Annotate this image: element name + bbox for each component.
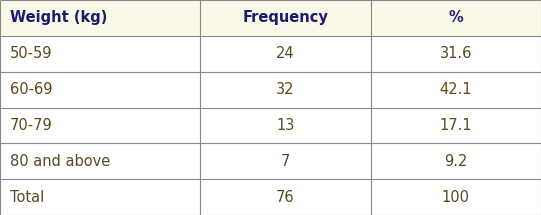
Bar [371,72,541,108]
Text: 17.1: 17.1 [439,118,472,133]
Bar [371,36,541,72]
Bar [200,36,371,72]
Text: 60-69: 60-69 [10,82,52,97]
Bar [200,179,371,215]
Bar [371,108,541,143]
Bar [200,72,371,108]
Bar [0,72,200,108]
Bar [200,108,371,143]
Text: Weight (kg): Weight (kg) [10,10,107,25]
Text: 42.1: 42.1 [439,82,472,97]
Bar [371,0,541,36]
Bar [200,143,371,179]
Text: 31.6: 31.6 [440,46,472,61]
Text: 50-59: 50-59 [10,46,52,61]
Text: 7: 7 [281,154,290,169]
Text: %: % [448,10,463,25]
Text: 24: 24 [276,46,295,61]
Bar [371,179,541,215]
Bar [0,143,200,179]
Text: 32: 32 [276,82,295,97]
Text: 70-79: 70-79 [10,118,52,133]
Text: Total: Total [10,190,44,205]
Bar [0,108,200,143]
Bar [0,179,200,215]
Text: 80 and above: 80 and above [10,154,110,169]
Text: 100: 100 [442,190,470,205]
Bar [0,36,200,72]
Text: 76: 76 [276,190,295,205]
Bar [200,0,371,36]
Text: 9.2: 9.2 [444,154,467,169]
Text: Frequency: Frequency [242,10,328,25]
Bar [0,0,200,36]
Text: 13: 13 [276,118,294,133]
Bar [371,143,541,179]
